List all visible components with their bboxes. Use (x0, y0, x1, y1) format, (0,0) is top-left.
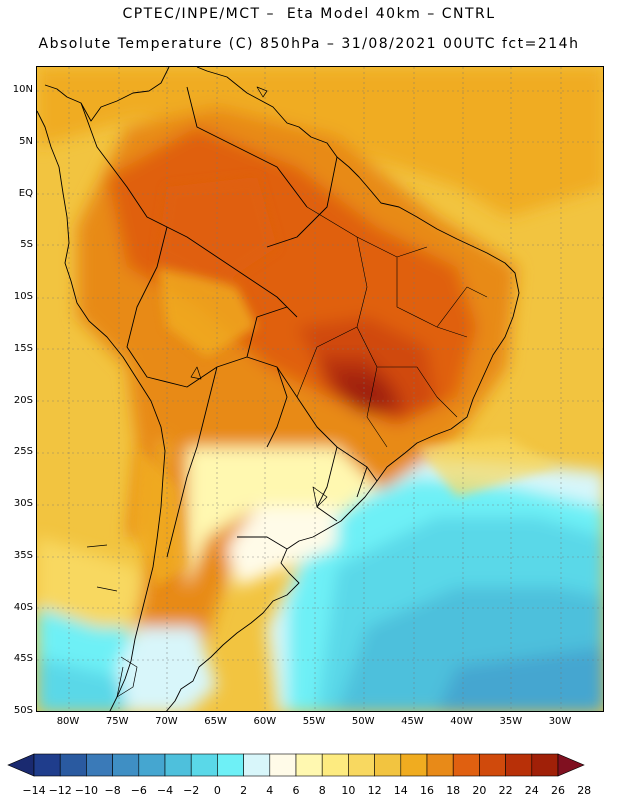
colorbar-swatch (33, 753, 61, 777)
pacific-cooler (37, 657, 136, 711)
colorbar-swatch (479, 753, 506, 777)
lat-label: 35S (13, 549, 33, 561)
lakes (86, 86, 328, 698)
lat-label: 5S (20, 239, 33, 251)
colorbar-swatch (138, 753, 166, 777)
country-borders (80, 86, 378, 558)
colorbar-label: 2 (240, 784, 248, 797)
lat-label: EQ (18, 187, 33, 199)
colorbar-under-arrow (7, 753, 35, 777)
lat-label: 30S (13, 498, 33, 509)
colorbar-label: 14 (393, 784, 408, 797)
cool-band-5 (437, 647, 603, 711)
colorbar-swatch (295, 753, 323, 777)
colorbar-label: 8 (318, 784, 326, 797)
colorbar-label: 16 (420, 784, 434, 797)
colorbar-swatch (190, 753, 218, 777)
south-cone-cool (227, 507, 337, 587)
colorbar-swatch (374, 753, 402, 777)
coastlines-and-borders (37, 67, 520, 711)
lat-label: 10S (13, 291, 33, 302)
colorbar-swatch (531, 753, 559, 777)
lon-label: 60W (253, 716, 277, 727)
colorbar-swatch (59, 753, 87, 777)
atlantic-mild (417, 437, 557, 497)
title-line-1: CPTEC/INPE/MCT – Eta Model 40km – CNTRL (122, 6, 496, 22)
lat-label: 40S (13, 601, 33, 613)
colorbar-label: 28 (577, 784, 592, 797)
lat-label: 5N (19, 135, 33, 147)
colorbar-label: 10 (341, 784, 356, 797)
colorbar-swatch (217, 753, 244, 777)
lon-label: 35W (499, 716, 523, 727)
colorbar-swatch (505, 753, 533, 777)
lon-label: 40W (450, 716, 473, 727)
colorbar-over-arrow (557, 753, 585, 777)
lat-label: 10N (12, 84, 33, 95)
colorbar (7, 753, 585, 777)
colorbar-label: 4 (266, 784, 274, 797)
state-borders (296, 206, 488, 448)
colorbar-label: −12 (48, 784, 72, 797)
colorbar-label: 12 (367, 784, 382, 797)
colorbar-swatch (400, 753, 428, 777)
pacific-mild (37, 537, 157, 627)
colorbar-swatch (112, 753, 140, 777)
colorbar-label: −8 (104, 784, 121, 797)
lat-label: 50S (13, 705, 33, 716)
lat-label: 15S (13, 342, 33, 354)
colorbar-swatch (86, 753, 113, 777)
colorbar-label: −6 (130, 784, 147, 797)
lon-label: 50W (351, 716, 375, 727)
title-line-2: Absolute Temperature (C) 850hPa – 31/08/… (38, 36, 580, 52)
lat-label: 20S (13, 394, 33, 406)
colorbar-swatch (452, 753, 480, 777)
colorbar-label: −4 (156, 784, 174, 797)
temperature-map (36, 66, 604, 712)
colorbar-swatch (269, 753, 297, 777)
colorbar-swatch (164, 753, 192, 777)
lon-label: 65W (204, 716, 227, 727)
lon-label: 55W (302, 716, 326, 727)
field-details (132, 177, 557, 587)
colorbar-label: 6 (292, 784, 300, 797)
colorbar-swatch (321, 753, 349, 777)
colorbar-swatch (348, 753, 375, 777)
colorbar-swatch (426, 753, 454, 777)
temperature-field (37, 67, 603, 711)
colorbar-label: −14 (22, 784, 46, 797)
colorbar-label: 20 (472, 784, 487, 797)
colorbar-label: 22 (498, 784, 513, 797)
colorbar-label: 0 (213, 784, 221, 797)
lat-label: 25S (13, 446, 33, 458)
central-yellow (157, 267, 257, 357)
lon-label: 45W (401, 716, 424, 727)
lon-label: 70W (155, 716, 178, 727)
colorbar-label: −2 (183, 784, 200, 797)
colorbar-label: 26 (551, 784, 565, 797)
lat-label: 45S (13, 653, 33, 665)
colorbar-label: 18 (446, 784, 461, 797)
hot-core-3 (337, 372, 397, 412)
colorbar-swatch (243, 753, 271, 777)
colorbar-label: −10 (74, 784, 98, 797)
lon-label: 75W (105, 716, 129, 727)
lon-label: 30W (548, 716, 572, 727)
colorbar-label: 24 (524, 784, 539, 797)
south-cone-mild (187, 447, 377, 587)
coastline (37, 67, 520, 711)
lon-label: 80W (56, 716, 80, 727)
